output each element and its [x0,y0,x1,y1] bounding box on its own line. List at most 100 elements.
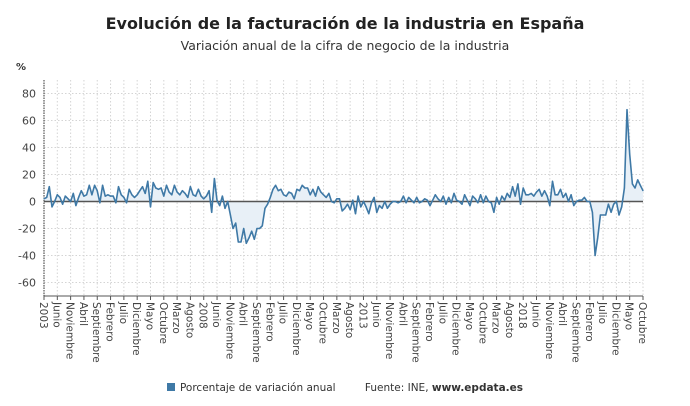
data-point [376,211,378,213]
data-point [235,222,237,224]
data-point [557,194,559,196]
data-point [424,198,426,200]
data-point [133,196,136,199]
data-point [434,194,436,196]
data-point [554,194,556,196]
data-point [517,183,519,185]
data-point [559,188,562,190]
x-tick-label: Mayo [143,302,155,330]
x-tick-label: Octubre [317,302,329,344]
data-point [567,200,570,203]
data-point [283,194,285,196]
data-point [213,177,215,180]
data-point [445,203,447,205]
data-point [418,202,420,204]
data-point [546,195,548,197]
y-tick-label: 40 [22,142,36,155]
x-tick-label: Junio [210,301,222,328]
data-point [506,192,508,194]
data-point [482,202,484,204]
x-tick-label: 2013 [356,302,368,329]
data-point [519,203,522,205]
data-point [322,194,325,196]
x-tick-label: Noviembre [383,302,395,359]
data-point [477,202,479,204]
x-tick-label: Diciembre [290,302,302,356]
data-point [639,184,641,186]
x-tick-label: Noviembre [223,302,235,359]
data-point [525,194,527,196]
data-point [264,207,266,209]
data-point [541,195,543,197]
data-point [101,184,104,186]
x-tick-label: Abril [396,302,408,326]
x-tick-label: Febrero [423,302,435,342]
data-point [147,180,149,182]
y-tick-label: -40 [18,250,36,263]
data-point [384,200,386,203]
data-point [381,207,383,209]
data-point [378,204,381,207]
data-point [527,194,530,196]
data-point [288,191,290,193]
data-point [530,192,532,194]
data-point [115,202,117,204]
data-point [70,200,72,203]
data-point [104,195,106,197]
data-point [456,199,458,201]
data-point [253,238,255,240]
data-point [605,214,607,216]
data-point [51,206,53,208]
data-point [413,202,415,204]
data-point [320,191,322,193]
x-tick-label: Agosto [503,302,515,338]
legend: Porcentaje de variación anual Fuente: IN… [0,382,690,394]
data-point [75,204,77,207]
data-point [621,206,623,208]
data-point [578,199,580,201]
data-point [626,109,628,111]
data-point [533,195,535,197]
x-tick-label: Abril [556,302,568,326]
x-tick-label: Septiembre [569,302,581,363]
x-tick-label: Marzo [490,302,502,334]
data-point [152,182,154,184]
data-point [615,200,617,203]
data-point [163,195,165,197]
x-tick-label: Octubre [636,302,648,344]
data-point [192,194,194,196]
data-point [304,187,306,189]
y-tick-label: 60 [22,115,36,128]
data-point [591,211,594,213]
data-point [165,184,168,186]
data-point [237,241,239,243]
data-point [637,179,639,181]
data-point [360,206,362,208]
data-point [85,194,88,196]
data-point [48,186,50,188]
data-point [155,187,157,189]
data-point [59,196,61,199]
data-point [464,194,466,196]
data-point [511,186,514,188]
data-point [306,187,309,189]
data-point [107,194,109,196]
data-point [565,192,567,194]
data-point [293,198,295,200]
data-point [157,188,160,190]
data-point [109,195,112,197]
data-point [168,191,170,193]
y-axis-unit: % [16,62,27,73]
data-point [522,187,524,189]
data-point [261,225,263,227]
data-point [570,194,572,196]
data-point [623,187,625,189]
data-point [256,227,258,230]
data-point [141,186,144,188]
data-point [573,204,575,207]
data-point [333,202,335,204]
data-point [144,192,146,194]
x-tick-label: Diciembre [130,302,142,356]
legend-label: Porcentaje de variación anual [179,382,336,394]
data-point [410,199,412,201]
